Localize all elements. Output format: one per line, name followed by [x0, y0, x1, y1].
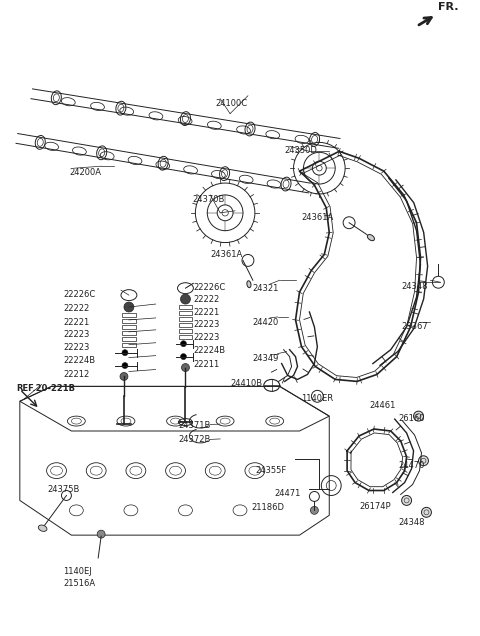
Text: 1140ER: 1140ER	[301, 394, 334, 403]
Text: 24348: 24348	[399, 518, 425, 527]
Text: 22221: 22221	[63, 318, 90, 327]
Ellipse shape	[247, 280, 251, 287]
Text: 22223: 22223	[63, 343, 90, 352]
Text: 1140EJ: 1140EJ	[63, 567, 92, 576]
Text: 24370B: 24370B	[192, 195, 225, 204]
Circle shape	[402, 495, 411, 506]
Text: 24100C: 24100C	[215, 99, 247, 107]
Circle shape	[414, 411, 423, 421]
Bar	[122, 337, 136, 341]
Text: 26174P: 26174P	[359, 502, 391, 511]
Text: 24348: 24348	[402, 282, 428, 291]
Text: 22224B: 22224B	[193, 346, 226, 355]
Circle shape	[311, 506, 318, 515]
Text: 24350D: 24350D	[285, 146, 317, 155]
Circle shape	[120, 373, 128, 380]
Text: 24410B: 24410B	[230, 380, 262, 389]
Circle shape	[124, 302, 134, 312]
Text: 22226C: 22226C	[193, 283, 226, 292]
Bar	[122, 313, 136, 317]
Bar	[179, 305, 192, 309]
Bar	[122, 319, 136, 323]
Text: 22222: 22222	[193, 295, 220, 304]
Text: 24471: 24471	[275, 488, 301, 497]
Text: FR.: FR.	[438, 3, 459, 13]
Text: 24321: 24321	[252, 284, 278, 293]
Bar	[179, 335, 192, 339]
Bar	[122, 325, 136, 329]
Bar	[122, 343, 136, 347]
Text: 26160: 26160	[399, 414, 425, 423]
Text: 24361A: 24361A	[301, 213, 334, 222]
Circle shape	[180, 294, 191, 304]
Text: 21516A: 21516A	[63, 579, 96, 588]
Bar	[179, 317, 192, 321]
Text: REF.20-221B: REF.20-221B	[16, 384, 75, 394]
Ellipse shape	[367, 235, 374, 240]
Text: 24461: 24461	[369, 401, 396, 410]
Circle shape	[122, 363, 128, 368]
Text: 22223: 22223	[63, 330, 90, 339]
Text: 23367: 23367	[402, 322, 429, 331]
Circle shape	[180, 354, 186, 359]
Ellipse shape	[38, 525, 47, 532]
Circle shape	[421, 508, 432, 517]
Text: 24372B: 24372B	[179, 435, 211, 444]
Text: 24355F: 24355F	[256, 466, 287, 474]
Text: 24371B: 24371B	[179, 421, 211, 430]
Circle shape	[122, 350, 128, 356]
Circle shape	[180, 341, 186, 347]
Text: 24349: 24349	[252, 354, 278, 363]
Text: 22223: 22223	[193, 320, 220, 329]
Bar	[179, 323, 192, 327]
Text: 22224B: 22224B	[63, 356, 96, 364]
Text: 22226C: 22226C	[63, 290, 96, 299]
Text: 22221: 22221	[193, 308, 220, 317]
Text: 24361A: 24361A	[210, 251, 242, 259]
Circle shape	[97, 530, 105, 538]
Text: 24420: 24420	[252, 318, 278, 327]
Bar	[122, 331, 136, 335]
Bar	[179, 329, 192, 333]
Text: 24470: 24470	[399, 460, 425, 470]
Circle shape	[181, 364, 190, 371]
Text: 22212: 22212	[63, 370, 90, 378]
Text: 21186D: 21186D	[251, 504, 284, 513]
Bar	[179, 311, 192, 315]
Text: 22222: 22222	[63, 304, 90, 313]
Text: 22223: 22223	[193, 333, 220, 342]
Text: 24375B: 24375B	[48, 485, 80, 494]
Text: 22211: 22211	[193, 359, 220, 369]
Text: 24200A: 24200A	[70, 168, 101, 177]
Circle shape	[419, 456, 429, 466]
